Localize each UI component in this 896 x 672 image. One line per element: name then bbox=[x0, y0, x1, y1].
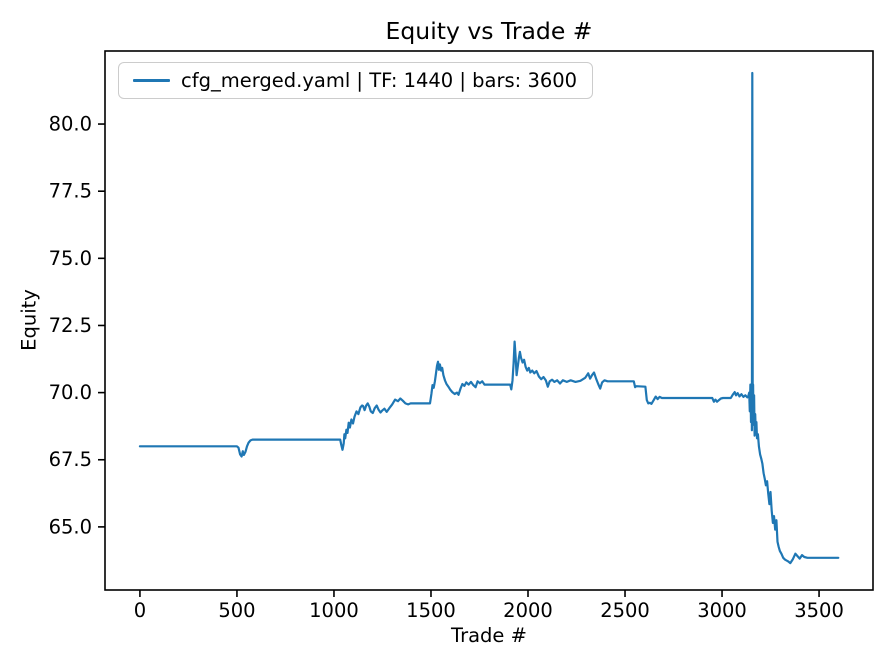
legend: cfg_merged.yaml | TF: 1440 | bars: 3600 bbox=[118, 62, 594, 99]
x-tick-label: 0 bbox=[134, 599, 146, 622]
x-tick-label: 3000 bbox=[697, 599, 747, 622]
x-tick-label: 1500 bbox=[406, 599, 456, 622]
x-tick-label: 2500 bbox=[600, 599, 650, 622]
x-tick-label: 3500 bbox=[794, 599, 844, 622]
equity-series-line bbox=[138, 71, 840, 565]
y-tick-label: 80.0 bbox=[49, 113, 92, 136]
x-axis-label: Trade # bbox=[451, 624, 527, 647]
legend-line-sample-icon bbox=[133, 78, 170, 83]
x-tick-label: 500 bbox=[218, 599, 255, 622]
y-tick-label: 77.5 bbox=[49, 180, 92, 203]
y-tick-label: 65.0 bbox=[49, 515, 92, 538]
y-axis-label: Equity bbox=[17, 289, 41, 351]
y-tick-label: 70.0 bbox=[49, 381, 92, 404]
x-tick-label: 1000 bbox=[309, 599, 359, 622]
axes-frame bbox=[104, 50, 874, 591]
x-tick-label: 2000 bbox=[503, 599, 553, 622]
legend-entry-label: cfg_merged.yaml | TF: 1440 | bars: 3600 bbox=[181, 69, 578, 92]
y-tick-label: 67.5 bbox=[49, 448, 92, 471]
y-tick-label: 72.5 bbox=[49, 314, 92, 337]
y-tick-label: 75.0 bbox=[49, 247, 92, 270]
chart-title: Equity vs Trade # bbox=[385, 17, 593, 45]
